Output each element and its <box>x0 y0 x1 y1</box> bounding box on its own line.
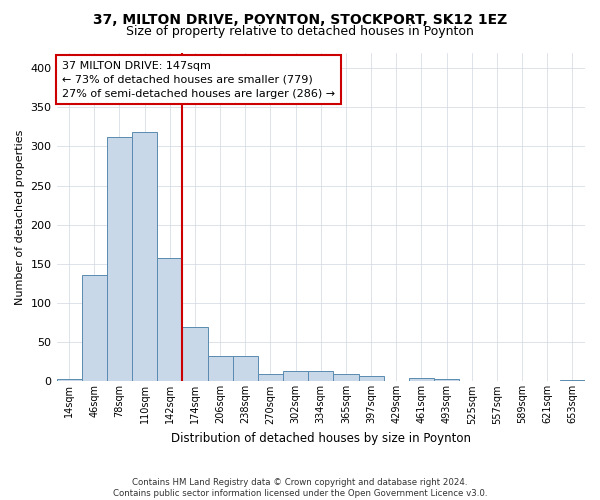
Bar <box>359 376 383 382</box>
Bar <box>258 374 283 382</box>
Bar <box>233 356 258 382</box>
Bar <box>182 326 208 382</box>
X-axis label: Distribution of detached houses by size in Poynton: Distribution of detached houses by size … <box>171 432 471 445</box>
Bar <box>459 380 484 382</box>
Bar <box>157 258 182 382</box>
Bar <box>308 371 334 382</box>
Bar <box>208 356 233 382</box>
Bar <box>409 378 434 382</box>
Text: Contains HM Land Registry data © Crown copyright and database right 2024.
Contai: Contains HM Land Registry data © Crown c… <box>113 478 487 498</box>
Bar <box>283 371 308 382</box>
Text: Size of property relative to detached houses in Poynton: Size of property relative to detached ho… <box>126 25 474 38</box>
Bar <box>560 380 585 382</box>
Bar <box>434 379 459 382</box>
Text: 37, MILTON DRIVE, POYNTON, STOCKPORT, SK12 1EZ: 37, MILTON DRIVE, POYNTON, STOCKPORT, SK… <box>93 12 507 26</box>
Bar <box>132 132 157 382</box>
Bar <box>56 379 82 382</box>
Bar <box>82 275 107 382</box>
Bar <box>107 137 132 382</box>
Text: 37 MILTON DRIVE: 147sqm
← 73% of detached houses are smaller (779)
27% of semi-d: 37 MILTON DRIVE: 147sqm ← 73% of detache… <box>62 60 335 98</box>
Bar <box>334 374 359 382</box>
Y-axis label: Number of detached properties: Number of detached properties <box>15 130 25 304</box>
